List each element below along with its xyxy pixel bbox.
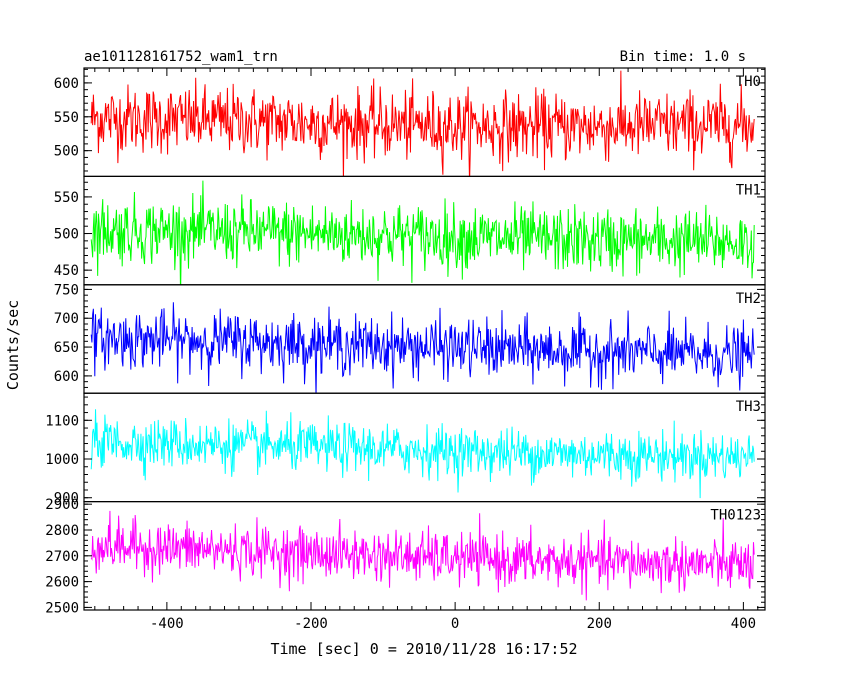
- chart-title: ae101128161752_wam1_trn: [84, 49, 278, 65]
- y-tick-label: 1000: [45, 452, 79, 468]
- panel-label-th1: TH1: [736, 182, 761, 198]
- y-tick-label: 500: [54, 144, 79, 160]
- panel-label-th0123: TH0123: [710, 508, 761, 524]
- y-tick-label: 2500: [45, 600, 79, 616]
- y-tick-label: 500: [54, 227, 79, 243]
- panel-th1: 450 500 550 TH1: [54, 175, 766, 286]
- panel-label-th2: TH2: [736, 291, 761, 307]
- panels-group: 500 550 600 TH0 450 500 550 TH1 600 650 700 750 TH2 9…: [45, 67, 766, 616]
- series-line-th0123: [90, 510, 755, 601]
- y-tick-label: 650: [54, 340, 79, 356]
- x-tick-label: 0: [451, 616, 459, 632]
- series-line-th0: [90, 70, 755, 177]
- series-line-th3: [90, 409, 755, 499]
- y-tick-label: 2800: [45, 523, 79, 539]
- y-tick-label: 2600: [45, 575, 79, 591]
- y-tick-label: 2700: [45, 549, 79, 565]
- panel-th3: 900 1000 1100 TH3: [45, 392, 766, 507]
- x-tick-label: -400: [150, 616, 184, 632]
- x-axis: -400 -200 0 200 400: [94, 68, 759, 632]
- y-tick-label: 1100: [45, 413, 79, 429]
- x-axis-label: Time [sec] 0 = 2010/11/28 16:17:52: [270, 640, 577, 658]
- y-tick-label: 2900: [45, 497, 79, 513]
- series-line-th2: [90, 302, 755, 394]
- x-tick-label: 400: [731, 616, 756, 632]
- y-tick-label: 550: [54, 110, 79, 126]
- y-tick-label: 750: [54, 282, 79, 298]
- panel-label-th0: TH0: [736, 74, 761, 90]
- bin-time-label: Bin time: 1.0 s: [620, 49, 746, 65]
- series-line-th1: [90, 180, 755, 285]
- y-tick-label: 700: [54, 311, 79, 327]
- y-tick-label: 900: [54, 491, 79, 507]
- y-tick-label: 600: [54, 76, 79, 92]
- panel-th0: 500 550 600 TH0: [54, 67, 766, 178]
- y-tick-label: 450: [54, 263, 79, 279]
- y-tick-label: 550: [54, 190, 79, 206]
- x-tick-label: -200: [294, 616, 328, 632]
- x-tick-label: 200: [587, 616, 612, 632]
- panel-th2: 600 650 700 750 TH2: [54, 282, 766, 394]
- y-tick-label: 600: [54, 369, 79, 385]
- panel-label-th3: TH3: [736, 399, 761, 415]
- panel-th0123: 2500 2600 2700 2800 2900 TH0123: [45, 497, 766, 616]
- y-axis-label: Counts/sec: [4, 300, 22, 390]
